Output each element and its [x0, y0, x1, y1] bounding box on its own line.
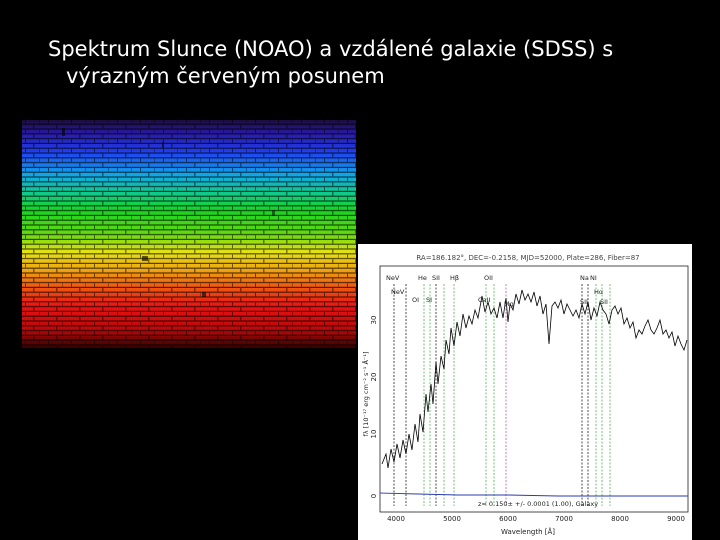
error-curve — [379, 492, 688, 497]
x-axis-ticks: 4000 5000 6000 7000 8000 9000 — [387, 515, 685, 523]
y-tick-label: 20 — [370, 373, 378, 382]
title-line-2: výrazným červeným posunem — [66, 64, 385, 88]
galaxy-plot-header: RA=186.182°, DEC=-0.2158, MJD=52000, Pla… — [416, 254, 639, 262]
line-label: Mg — [504, 300, 514, 308]
line-label: He — [418, 274, 427, 282]
x-axis-label: Wavelength [Å] — [501, 527, 555, 536]
x-tick-label: 4000 — [387, 515, 405, 523]
line-label: Hβ — [450, 274, 459, 282]
slide-title: Spektrum Slunce (NOAO) a vzdálené galaxi… — [48, 36, 698, 90]
line-label: NeV — [391, 288, 405, 296]
line-labels: NeV NeV OI He SII SI Hβ OII CaII Mg Na N… — [386, 274, 608, 308]
line-label: NI — [590, 274, 597, 282]
line-label: Hα — [594, 288, 603, 296]
x-tick-label: 8000 — [611, 515, 629, 523]
plot-frame — [379, 265, 689, 513]
line-label: CaII — [478, 296, 490, 304]
title-line-1: Spektrum Slunce (NOAO) a vzdálené galaxi… — [48, 37, 614, 61]
redshift-annotation: z= 0.150± +/- 0.0001 (1.00), Galaxy — [478, 500, 598, 508]
y-tick-label: 0 — [370, 494, 378, 498]
y-axis-label: fλ [10⁻¹⁷ erg cm⁻² s⁻¹ Å⁻¹] — [361, 352, 370, 437]
solar-spectrum-image — [22, 120, 356, 348]
y-tick-label: 10 — [370, 430, 378, 439]
x-tick-label: 6000 — [499, 515, 517, 523]
x-tick-label: 5000 — [443, 515, 461, 523]
line-label: OII — [484, 274, 493, 282]
line-label: SI — [426, 296, 432, 304]
x-tick-label: 9000 — [667, 515, 685, 523]
galaxy-spectrum-line — [381, 289, 688, 469]
line-label: NeV — [386, 274, 400, 282]
y-tick-label: 30 — [370, 316, 378, 325]
x-tick-label: 7000 — [555, 515, 573, 523]
y-axis-ticks: 0 10 20 30 — [370, 316, 378, 499]
galaxy-spectrum-plot: RA=186.182°, DEC=-0.2158, MJD=52000, Pla… — [358, 244, 692, 540]
line-label: Na — [580, 274, 589, 282]
line-label: SII — [432, 274, 440, 282]
line-label: SII — [580, 298, 588, 306]
spectral-line-markers — [393, 284, 611, 506]
line-label: OI — [412, 296, 419, 304]
line-label: SII — [600, 298, 608, 306]
